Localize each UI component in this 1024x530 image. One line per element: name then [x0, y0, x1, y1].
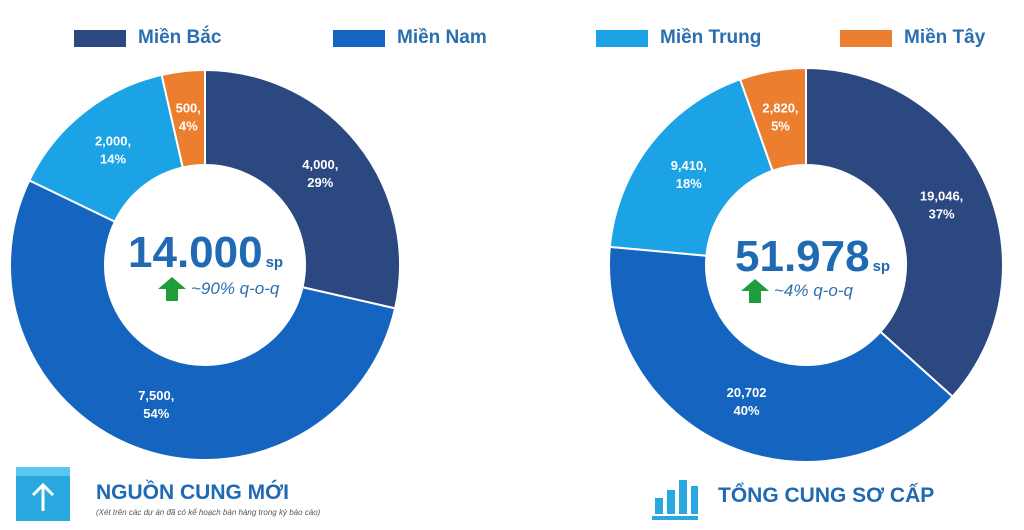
- donut-hole: [707, 166, 905, 364]
- slice-mien-nam: [608, 245, 955, 463]
- new-supply-total: 14.000 sp: [128, 228, 283, 278]
- primary-supply-total: 51.978 sp: [735, 232, 890, 282]
- slice-mien-trung: [608, 78, 774, 257]
- upload-box-icon: [16, 467, 70, 521]
- data-label-mien-bac: 4,000, 29%: [302, 157, 338, 190]
- legend-item-mien-nam: Miền Nam: [333, 26, 487, 50]
- legend-item-mien-bac: Miền Bắc: [74, 26, 221, 50]
- data-label-mien-tay: 500, 4%: [176, 100, 201, 133]
- slice-mien-bac: [805, 66, 1004, 399]
- new-supply-subtitle: (Xét trên các dự án đã có kế hoạch bán h…: [96, 508, 321, 517]
- slice-mien-nam: [9, 179, 397, 461]
- new-supply-change-text: ~90% q-o-q: [191, 279, 280, 298]
- data-label-mien-nam: 7,500, 54%: [138, 388, 174, 421]
- legend-label-mien-bac: Miền Bắc: [138, 27, 222, 48]
- primary-supply-change-text: ~4% q-o-q: [774, 281, 853, 300]
- slice-mien-trung: [27, 73, 184, 223]
- slice-mien-tay: [160, 68, 206, 169]
- bar-chart-icon: [652, 480, 698, 520]
- data-label-mien-bac: 19,046, 37%: [920, 188, 963, 221]
- slice-mien-bac: [204, 68, 401, 310]
- data-label-mien-nam: 20,702 40%: [727, 385, 767, 418]
- data-label-mien-trung: 9,410, 18%: [671, 158, 707, 191]
- legend-label-mien-nam: Miền Nam: [397, 27, 487, 48]
- legend-swatch-mien-trung: [596, 29, 648, 47]
- legend-label-mien-tay: Miền Tây: [904, 27, 986, 48]
- legend-swatch-mien-tay: [840, 29, 892, 47]
- primary-supply-change: ~4% q-o-q: [740, 278, 853, 304]
- legend-item-mien-tay: Miền Tây: [840, 26, 985, 50]
- slice-mien-tay: [738, 66, 807, 173]
- legend-swatch-mien-bac: [74, 29, 126, 47]
- legend-item-mien-trung: Miền Trung: [596, 26, 761, 50]
- primary-supply-title: TỔNG CUNG SƠ CẤP: [718, 484, 935, 507]
- arrow-up-icon: [158, 277, 186, 301]
- donut-hole: [106, 166, 304, 364]
- legend-label-mien-trung: Miền Trung: [660, 27, 762, 48]
- arrow-up-icon: [741, 279, 769, 303]
- new-supply-total-value: 14.000: [128, 228, 263, 277]
- data-label-mien-trung: 2,000, 14%: [95, 134, 131, 167]
- legend-swatch-mien-nam: [333, 29, 385, 47]
- new-supply-change: ~90% q-o-q: [157, 276, 279, 302]
- donut-chart-new-supply: 4,000, 29% 7,500, 54% 2,000, 14% 500, 4%: [9, 68, 401, 461]
- primary-supply-total-unit: sp: [872, 258, 891, 275]
- primary-supply-total-value: 51.978: [735, 232, 870, 281]
- donut-chart-primary-supply: 19,046, 37% 20,702 40% 9,410, 18% 2,820, 5%: [608, 66, 1004, 463]
- new-supply-total-unit: sp: [265, 254, 284, 271]
- new-supply-title: NGUỒN CUNG MỚI: [96, 481, 289, 504]
- data-label-mien-tay: 2,820, 5%: [762, 101, 798, 134]
